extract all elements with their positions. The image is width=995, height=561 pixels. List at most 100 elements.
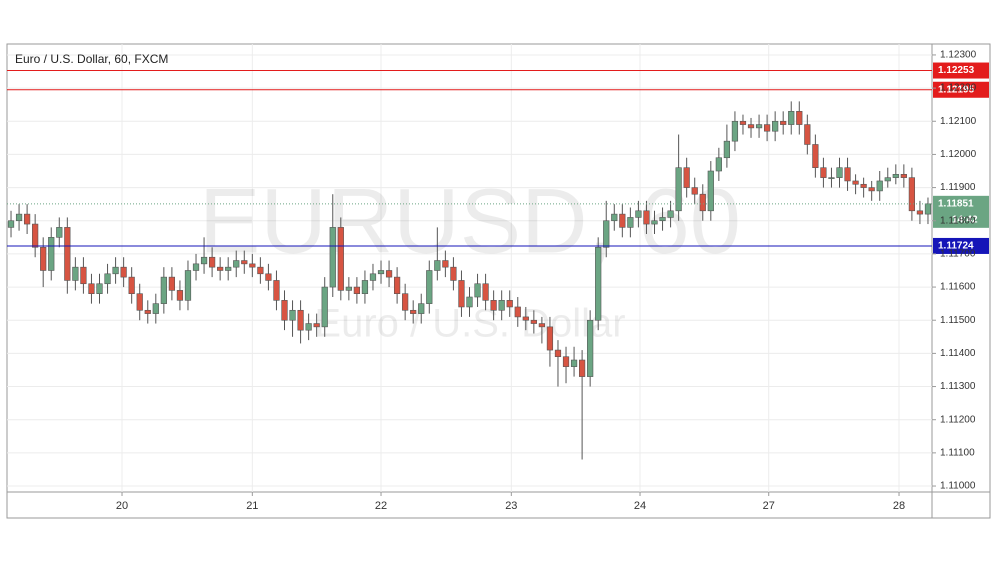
candle-body [562, 356, 570, 367]
frame [6, 43, 991, 519]
level-label: 1.11724 [938, 241, 974, 252]
y-tick-label: 1.12100 [940, 116, 977, 127]
candle-body [892, 174, 899, 178]
candle-body [603, 220, 610, 248]
candle-body [780, 120, 787, 125]
candle-body [249, 263, 256, 268]
candle-body [659, 217, 666, 222]
candle-body [289, 309, 296, 321]
candle-body [772, 120, 779, 132]
candle-body [88, 283, 95, 294]
candle-body [80, 266, 87, 285]
y-tick-label: 1.11200 [940, 414, 976, 425]
y-tick-label: 1.11100 [940, 448, 975, 459]
candle-body [377, 270, 385, 275]
candle-body [313, 323, 320, 328]
candle-body [200, 256, 208, 265]
candle-body [56, 227, 63, 238]
level-label-box [933, 237, 989, 254]
x-tick-label: 28 [893, 500, 905, 512]
candle-body [217, 266, 224, 271]
candle-body [144, 309, 151, 314]
candle-body [48, 237, 55, 271]
candle-body [635, 210, 642, 218]
candle-body [482, 283, 489, 301]
y-tick-label: 1.12000 [940, 149, 977, 160]
candle-body [828, 177, 835, 179]
candle-body [281, 300, 288, 321]
candle-body [474, 283, 481, 298]
candle-body [683, 167, 690, 188]
candle-body [490, 300, 497, 311]
candle-body [908, 177, 916, 212]
last-price-label: 1.11851 [938, 198, 974, 209]
candle-body [611, 213, 618, 222]
candle-body [876, 180, 883, 192]
watermark: EURUSD, 60 [199, 170, 741, 272]
candle-body [176, 290, 184, 301]
y-tick-label: 1.11300 [940, 381, 976, 392]
chart-title: Euro / U.S. Dollar, 60, FXCM [15, 52, 168, 66]
countdown-label: 14:42 [952, 214, 978, 225]
candle-body [265, 273, 272, 281]
candle-body [160, 276, 167, 304]
candle-body [691, 187, 698, 195]
candle-body [796, 111, 803, 125]
candle-body [184, 270, 192, 301]
candle-body [241, 260, 248, 265]
candle-body [458, 280, 465, 308]
candle-body [522, 316, 529, 321]
candle-body [852, 180, 859, 185]
candle-body [498, 300, 505, 311]
candle-body [627, 217, 634, 228]
y-tick-label: 1.11500 [940, 315, 976, 326]
x-tick-label: 24 [634, 500, 646, 512]
candle-body [747, 124, 755, 129]
y-tick-label: 1.11900 [940, 182, 976, 193]
candle-body [820, 167, 827, 178]
candle-body [788, 111, 795, 125]
candle-body [667, 210, 674, 218]
level-label-box [933, 62, 989, 79]
level-label: 1.12253 [938, 65, 975, 76]
candle-body [506, 300, 513, 308]
candles [7, 101, 932, 460]
candle-body [578, 359, 586, 377]
candle-body [755, 124, 763, 129]
candle-body [554, 349, 562, 358]
candle-body [723, 140, 731, 159]
y-tick-label: 1.11800 [940, 215, 976, 226]
candle-body [225, 266, 232, 271]
candle-body [385, 270, 393, 278]
candle-body [844, 167, 851, 182]
candle-body [136, 293, 143, 311]
candle-body [595, 246, 602, 321]
candle-body [337, 227, 344, 291]
candle-body [7, 220, 15, 228]
candle-body [402, 293, 409, 311]
candle-body [546, 326, 554, 351]
candle-body [731, 120, 739, 142]
candle-body [426, 270, 433, 304]
candle-body [707, 170, 714, 212]
candle-body [168, 276, 176, 291]
candle-body [96, 283, 103, 294]
candle-body [15, 213, 23, 222]
x-tick-label: 27 [763, 500, 775, 512]
candle-body [128, 276, 135, 294]
candle-body [739, 120, 747, 125]
candle-body [715, 157, 722, 172]
candle-body [538, 323, 546, 328]
candle-body [763, 124, 771, 132]
candle-body [208, 256, 216, 268]
candle-body [233, 260, 240, 268]
candle-body [812, 144, 819, 168]
candle-body [868, 187, 875, 192]
candle-body [860, 183, 867, 188]
y-tick-label: 1.11400 [940, 348, 976, 359]
candle-body [369, 273, 377, 281]
candle-body [619, 213, 626, 228]
candle-body [587, 319, 594, 377]
candle-body [434, 260, 441, 271]
candle-body [418, 303, 425, 314]
